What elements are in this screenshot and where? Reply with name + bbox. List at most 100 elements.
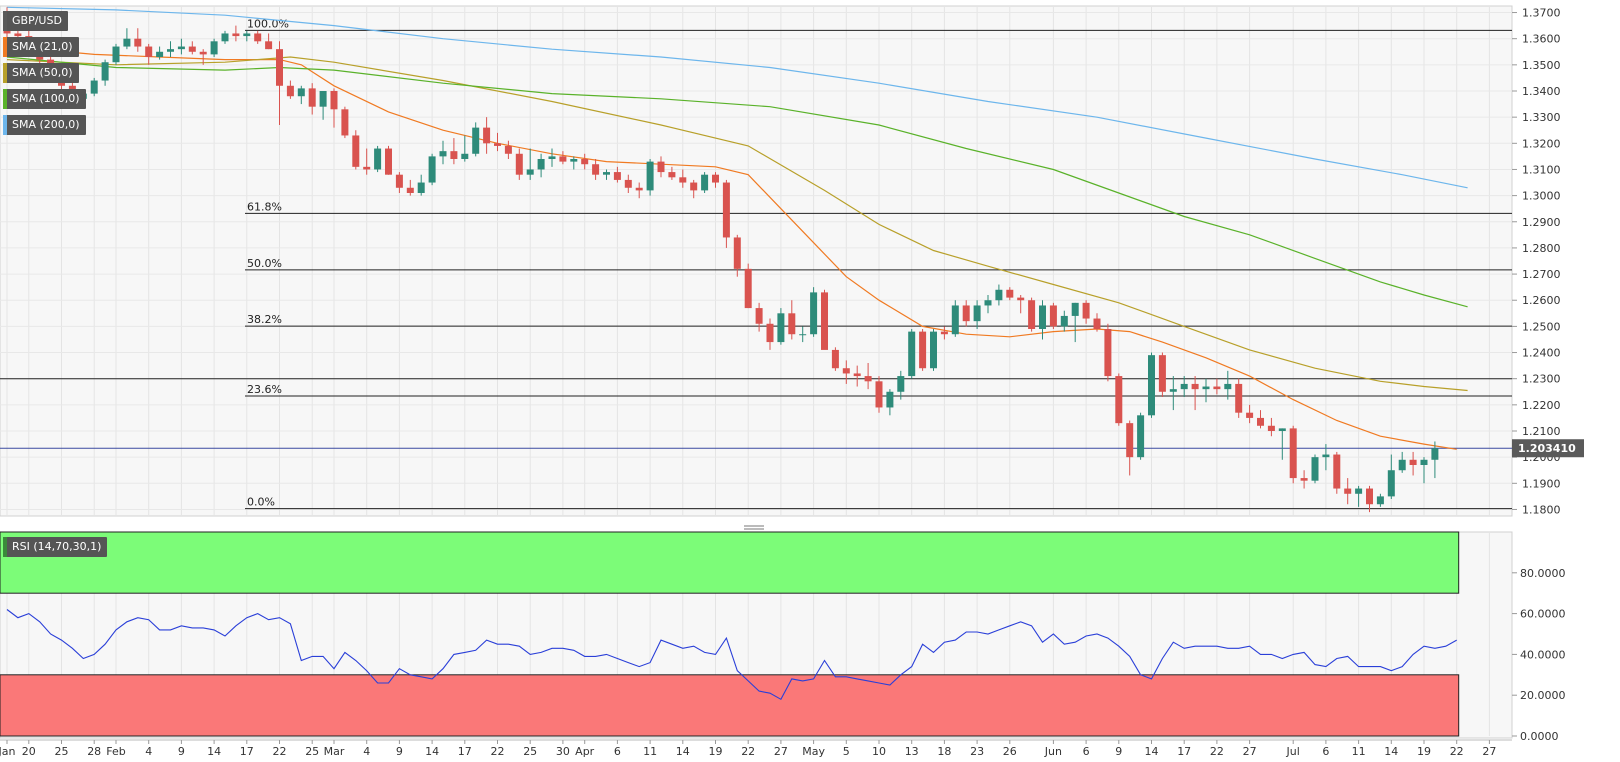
candle (1431, 441, 1439, 479)
rsi-overbought-zone (0, 531, 1460, 594)
candle (603, 169, 610, 180)
candle-body (1093, 318, 1101, 329)
candle-body (613, 172, 621, 180)
candle-body (635, 187, 643, 191)
legend-sma-21[interactable]: SMA (21,0) (3, 37, 79, 57)
candle (690, 179, 698, 199)
candle-body (134, 38, 142, 47)
candle-body (1158, 355, 1166, 392)
candle-body (766, 323, 774, 343)
candle (428, 153, 436, 186)
candle-body (1257, 417, 1264, 426)
date-tick-label: 20 (22, 745, 36, 758)
sma-200-label: SMA (200,0) (12, 118, 80, 131)
price-tick-label: 1.3000 (1522, 190, 1561, 203)
candle-body (1311, 457, 1319, 481)
candle (744, 263, 752, 309)
candle (1398, 451, 1406, 473)
panel-resize-handle[interactable] (744, 525, 764, 530)
candle-body (406, 187, 414, 193)
candle-body (853, 373, 861, 377)
date-tick-label: 6 (614, 745, 621, 758)
candle (668, 166, 676, 180)
candle-body (559, 156, 567, 162)
candle (515, 148, 523, 180)
candle-body (1017, 297, 1025, 301)
current-price-marker: 1.203410 (1512, 439, 1584, 458)
sma-200-swatch (3, 115, 7, 135)
candle-body (526, 169, 534, 175)
current-price-label: 1.203410 (1518, 442, 1576, 455)
candle-body (1235, 383, 1243, 413)
date-tick-label: 5 (843, 745, 850, 758)
candle (330, 88, 338, 128)
symbol-label[interactable]: GBP/USD (3, 11, 68, 31)
candle-body (1049, 305, 1057, 327)
candle-body (624, 179, 632, 188)
legend-rsi[interactable]: RSI (14,70,30,1) (3, 537, 108, 557)
candle (526, 148, 534, 180)
rsi-tick-label: 40.0000 (1520, 648, 1566, 661)
candle-body (777, 313, 785, 343)
candle-body (842, 368, 850, 374)
candle-body (592, 164, 600, 175)
candle (733, 234, 741, 277)
candle-body (101, 62, 109, 81)
candle-body (1202, 386, 1210, 390)
candle (1387, 454, 1395, 499)
date-tick-label: 19 (709, 745, 723, 758)
candle (461, 135, 469, 162)
candle (395, 172, 403, 193)
candle (1246, 404, 1254, 424)
candle-body (930, 331, 937, 369)
rsi-tick-label: 80.0000 (1520, 567, 1566, 580)
candle (1213, 378, 1221, 395)
legend-sma-100[interactable]: SMA (100,0) (3, 89, 86, 109)
price-tick-label: 1.2800 (1522, 242, 1561, 255)
candle-body (14, 33, 22, 37)
candle-body (112, 46, 120, 63)
legend-sma-50[interactable]: SMA (50,0) (3, 63, 79, 83)
price-tick-label: 1.2900 (1522, 216, 1561, 229)
candle (1355, 485, 1363, 507)
candle (1180, 376, 1188, 397)
candle-body (1060, 315, 1068, 327)
candle (1333, 451, 1341, 494)
candle (1126, 420, 1134, 476)
candle (1311, 454, 1319, 484)
candle-body (886, 391, 894, 408)
date-tick-label: 9 (1115, 745, 1122, 758)
candle (494, 132, 501, 152)
candle (1039, 300, 1046, 340)
candle-body (537, 159, 545, 170)
candle-body (744, 268, 752, 309)
rsi-tick-label: 20.0000 (1520, 689, 1566, 702)
candle (886, 389, 894, 416)
candle-body (286, 85, 294, 97)
legend-sma-200[interactable]: SMA (200,0) (3, 115, 86, 135)
candle-body (1126, 423, 1134, 458)
candle (788, 300, 796, 340)
candle-body (1344, 488, 1352, 494)
candle (1278, 428, 1286, 460)
candlesticks (3, 7, 1439, 513)
price-tick-label: 1.2500 (1522, 320, 1561, 333)
date-tick-label: Jun (1044, 745, 1062, 758)
candle (308, 83, 316, 115)
date-axis: Jan 20 25 28 Feb 4 9 14 17 22 25 Mar 4 9 14 17 22 25 30 Apr… (0, 739, 1512, 758)
sma-21-label: SMA (21,0) (12, 40, 73, 53)
candle (1060, 310, 1068, 332)
candle-body (668, 172, 676, 178)
candle-body (1376, 496, 1384, 505)
date-tick-label: 14 (676, 745, 690, 758)
candle (842, 360, 850, 384)
candle-body (341, 109, 349, 136)
date-tick-label: 6 (1322, 745, 1329, 758)
candle (995, 284, 1003, 306)
date-tick-label: 4 (145, 745, 152, 758)
candle-body (428, 156, 436, 183)
candle (712, 172, 719, 188)
candle-body (232, 33, 240, 37)
candle (363, 148, 371, 175)
